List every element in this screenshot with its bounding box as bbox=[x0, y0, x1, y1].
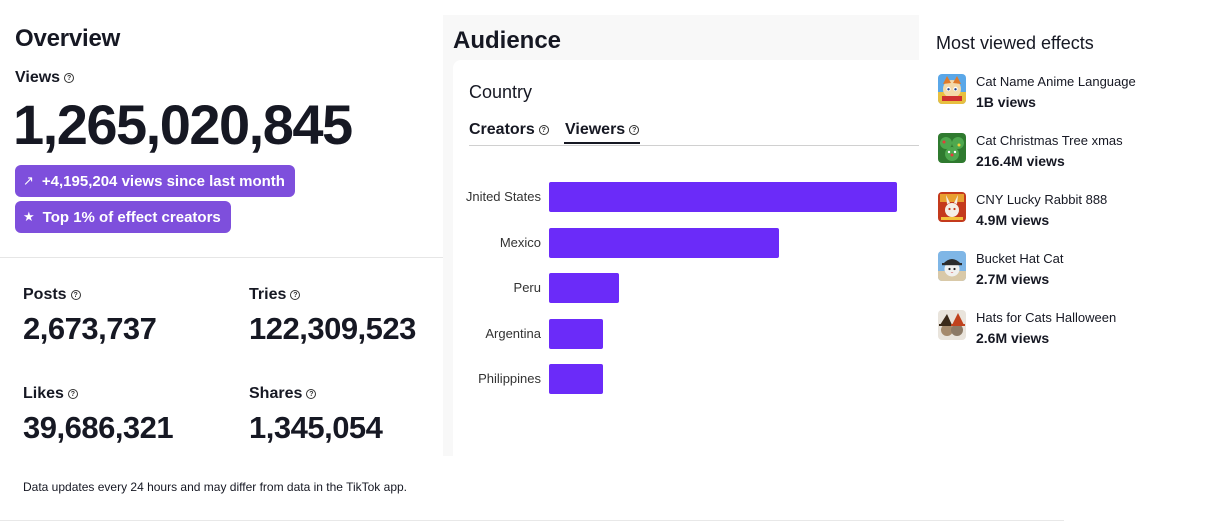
stat-shares-label: Shares bbox=[249, 385, 303, 402]
effect-views: 216.4M views bbox=[976, 153, 1065, 169]
effect-views: 2.7M views bbox=[976, 271, 1050, 287]
effect-name: Cat Christmas Tree xmas bbox=[976, 133, 1123, 148]
country-bar[interactable] bbox=[549, 364, 603, 394]
shares-info-icon[interactable]: ? bbox=[306, 389, 317, 399]
effect-views: 1B views bbox=[976, 94, 1036, 110]
effect-name: Hats for Cats Halloween bbox=[976, 310, 1117, 325]
effect-name: CNY Lucky Rabbit 888 bbox=[976, 192, 1108, 207]
country-bar-label: Mexico bbox=[499, 235, 541, 250]
posts-info-icon[interactable]: ? bbox=[70, 290, 81, 300]
country-bar-label: Jnited States bbox=[465, 189, 541, 204]
country-bar-label: Philippines bbox=[478, 371, 541, 386]
country-heading: Country bbox=[469, 82, 533, 102]
effect-item[interactable]: Hats for Cats Halloween 2.6M views bbox=[938, 310, 1208, 350]
audience-card bbox=[453, 60, 919, 456]
stat-posts-label: Posts bbox=[23, 286, 67, 303]
growth-badge: ↗ +4,195,204 views since last month bbox=[15, 165, 295, 197]
rank-badge: ★ Top 1% of effect creators bbox=[15, 201, 231, 233]
audience-title: Audience bbox=[453, 27, 562, 54]
data-update-note: Data updates every 24 hours and may diff… bbox=[23, 480, 407, 494]
effect-item[interactable]: CNY Lucky Rabbit 888 4.9M views bbox=[938, 192, 1208, 232]
stat-shares-value: 1,345,054 bbox=[249, 410, 383, 445]
country-bar[interactable] bbox=[549, 182, 897, 212]
effect-item[interactable]: Cat Christmas Tree xmas 216.4M views bbox=[938, 133, 1208, 173]
bottom-divider bbox=[0, 520, 1064, 521]
stat-posts: Posts? 2,673,737 bbox=[23, 286, 157, 347]
effect-views: 2.6M views bbox=[976, 330, 1050, 346]
effect-name: Bucket Hat Cat bbox=[976, 251, 1064, 266]
country-bar[interactable] bbox=[549, 273, 619, 303]
country-bar-label: Peru bbox=[513, 280, 541, 295]
stat-likes-value: 39,686,321 bbox=[23, 410, 174, 445]
views-info-icon[interactable]: ? bbox=[64, 73, 75, 83]
stat-tries-value: 122,309,523 bbox=[249, 311, 416, 346]
stat-tries: Tries? 122,309,523 bbox=[249, 286, 416, 347]
bucket-hat-thumb-icon bbox=[938, 251, 966, 281]
cat-anime-thumb-icon bbox=[938, 74, 966, 104]
trend-up-arrow-icon: ↗ bbox=[23, 173, 34, 188]
stat-tries-label: Tries bbox=[249, 286, 287, 303]
tabs-baseline bbox=[469, 145, 919, 146]
tab-creators[interactable]: Creators ? bbox=[469, 121, 549, 139]
stat-likes: Likes? 39,686,321 bbox=[23, 385, 174, 446]
active-tab-indicator bbox=[564, 142, 640, 144]
country-bar-label: Argentina bbox=[485, 326, 541, 341]
stat-posts-value: 2,673,737 bbox=[23, 311, 157, 346]
country-bar-row: Jnited States bbox=[453, 182, 919, 212]
star-icon: ★ bbox=[23, 209, 35, 224]
cat-tree-thumb-icon bbox=[938, 133, 966, 163]
views-value: 1,265,020,845 bbox=[13, 93, 353, 156]
stat-shares: Shares? 1,345,054 bbox=[249, 385, 383, 446]
stat-likes-label: Likes bbox=[23, 385, 64, 402]
effect-item[interactable]: Cat Name Anime Language 1B views bbox=[938, 74, 1208, 114]
country-bar-row: Argentina bbox=[453, 319, 919, 349]
country-bar-row: Mexico bbox=[453, 228, 919, 258]
tab-viewers[interactable]: Viewers ? bbox=[565, 121, 640, 139]
effect-item[interactable]: Bucket Hat Cat 2.7M views bbox=[938, 251, 1208, 291]
tab-creators-label: Creators bbox=[469, 121, 535, 138]
country-bar[interactable] bbox=[549, 228, 779, 258]
country-bar[interactable] bbox=[549, 319, 603, 349]
views-label: Views ? bbox=[15, 69, 75, 87]
halloween-hat-thumb-icon bbox=[938, 310, 966, 340]
most-viewed-title: Most viewed effects bbox=[936, 33, 1094, 53]
viewers-info-icon[interactable]: ? bbox=[629, 125, 640, 135]
rabbit-thumb-icon bbox=[938, 192, 966, 222]
overview-divider bbox=[0, 257, 443, 258]
tries-info-icon[interactable]: ? bbox=[290, 290, 301, 300]
creators-info-icon[interactable]: ? bbox=[538, 125, 549, 135]
views-label-text: Views bbox=[15, 69, 61, 86]
effect-views: 4.9M views bbox=[976, 212, 1050, 228]
country-bar-row: Peru bbox=[453, 273, 919, 303]
growth-badge-text: +4,195,204 views since last month bbox=[41, 172, 285, 190]
effect-name: Cat Name Anime Language bbox=[976, 74, 1136, 89]
overview-title: Overview bbox=[15, 25, 121, 52]
country-bar-row: Philippines bbox=[453, 364, 919, 394]
rank-badge-text: Top 1% of effect creators bbox=[42, 208, 221, 226]
likes-info-icon[interactable]: ? bbox=[67, 389, 78, 399]
tab-viewers-label: Viewers bbox=[565, 121, 626, 138]
